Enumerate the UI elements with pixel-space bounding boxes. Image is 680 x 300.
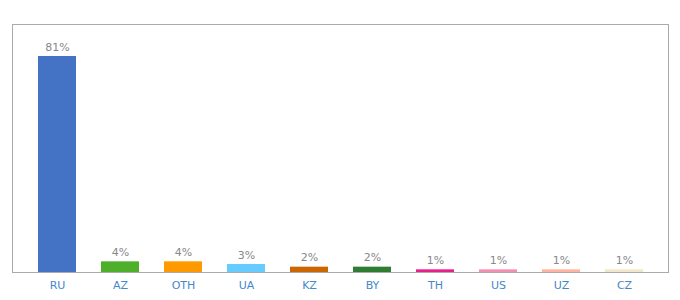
svg-text:3%: 3% [238,249,255,262]
svg-text:AZ: AZ [113,279,129,292]
svg-text:UZ: UZ [554,279,570,292]
svg-text:BY: BY [366,279,380,292]
svg-text:4%: 4% [112,246,129,259]
svg-text:1%: 1% [553,254,570,267]
svg-text:US: US [491,279,506,292]
svg-text:OTH: OTH [172,279,196,292]
svg-text:UA: UA [239,279,255,292]
svg-text:2%: 2% [364,251,381,264]
svg-text:1%: 1% [616,254,633,267]
svg-text:KZ: KZ [302,279,317,292]
svg-text:CZ: CZ [617,279,633,292]
svg-text:1%: 1% [427,254,444,267]
svg-text:1%: 1% [490,254,507,267]
svg-text:2%: 2% [301,251,318,264]
svg-text:TH: TH [427,279,443,292]
svg-text:81%: 81% [45,41,69,54]
svg-text:4%: 4% [175,246,192,259]
svg-text:RU: RU [50,279,66,292]
